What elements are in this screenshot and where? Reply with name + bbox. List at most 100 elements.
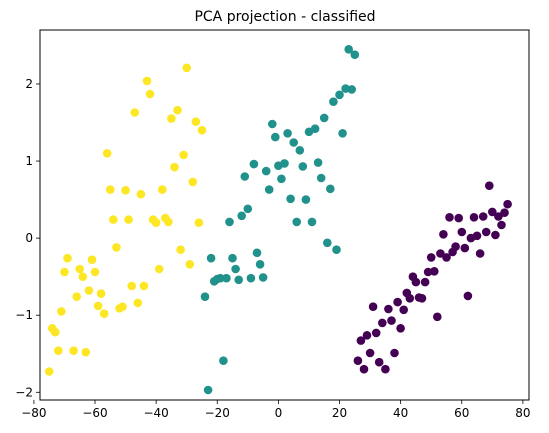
data-point	[332, 245, 341, 254]
data-point	[44, 367, 54, 376]
data-point	[109, 215, 118, 224]
y-tick-label: −2	[15, 385, 33, 399]
data-point	[359, 364, 369, 374]
data-point	[307, 217, 317, 227]
data-point	[154, 264, 164, 274]
data-point	[475, 249, 485, 258]
data-point	[381, 364, 390, 374]
data-point	[371, 328, 381, 338]
data-point	[182, 63, 191, 73]
data-point	[51, 327, 60, 337]
data-point	[185, 260, 195, 269]
data-point	[118, 302, 127, 312]
y-tick-label: −1	[15, 308, 33, 322]
data-point	[136, 189, 146, 199]
data-point	[206, 253, 216, 263]
data-point	[500, 208, 509, 217]
data-point	[81, 347, 91, 357]
data-point	[298, 162, 308, 171]
data-point	[423, 267, 433, 277]
data-point	[316, 173, 326, 183]
data-point	[151, 218, 161, 227]
data-point	[219, 356, 228, 366]
data-point	[200, 292, 210, 302]
data-point	[417, 294, 427, 303]
data-point	[234, 275, 243, 285]
data-point	[167, 114, 176, 123]
data-point	[283, 129, 292, 138]
data-point	[295, 146, 305, 155]
data-point	[350, 50, 360, 59]
data-point	[478, 212, 488, 221]
data-point	[353, 356, 363, 366]
data-point	[329, 97, 338, 106]
x-tick-label: 40	[393, 406, 408, 420]
data-point	[460, 243, 470, 253]
data-point	[365, 348, 375, 358]
data-point	[142, 76, 152, 86]
data-point	[344, 45, 354, 54]
x-tick-label: −20	[205, 406, 230, 420]
data-point	[411, 277, 421, 287]
data-point	[347, 85, 357, 94]
data-point	[231, 264, 240, 274]
data-point	[335, 90, 344, 100]
data-point	[451, 242, 460, 251]
data-point	[264, 185, 274, 194]
data-point	[390, 348, 399, 358]
data-point	[393, 297, 402, 307]
data-point	[387, 316, 396, 325]
data-point	[106, 185, 115, 194]
data-point	[457, 227, 467, 237]
data-point	[368, 302, 378, 312]
data-point	[237, 211, 246, 221]
data-point	[96, 289, 106, 298]
data-point	[197, 125, 207, 135]
data-point	[420, 277, 430, 287]
data-point	[362, 331, 372, 340]
plot-frame	[39, 29, 530, 401]
data-point	[63, 253, 72, 263]
data-point	[485, 181, 494, 190]
data-point	[225, 217, 234, 227]
data-point	[191, 117, 201, 126]
x-axis: −80 −60 −40 −20 0 20 40 60 80	[21, 400, 531, 420]
data-point	[488, 207, 497, 217]
data-point	[99, 309, 109, 319]
data-point	[271, 132, 280, 142]
data-point	[430, 267, 439, 276]
data-point	[469, 213, 479, 222]
data-point	[54, 346, 63, 356]
data-point	[243, 204, 253, 214]
data-point	[405, 294, 415, 303]
x-tick-label: −60	[82, 406, 107, 420]
data-point	[445, 213, 454, 222]
data-point	[258, 273, 268, 282]
data-point	[139, 281, 149, 291]
data-point	[491, 230, 500, 240]
data-point	[203, 385, 213, 395]
data-point	[292, 217, 302, 227]
x-tick-label: 60	[454, 406, 469, 420]
data-point	[426, 253, 436, 262]
data-point	[170, 162, 179, 172]
data-point	[102, 149, 112, 158]
x-tick-label: 0	[275, 406, 283, 420]
y-tick-label: 1	[25, 154, 33, 168]
data-point	[176, 245, 185, 254]
data-point	[121, 186, 130, 195]
data-point	[133, 298, 143, 308]
data-point	[188, 177, 198, 187]
data-point	[310, 124, 320, 133]
data-point	[261, 166, 271, 176]
data-point	[90, 267, 100, 277]
data-point	[240, 172, 250, 181]
data-point	[280, 159, 289, 168]
data-point	[356, 336, 366, 345]
data-point	[173, 105, 182, 115]
data-point	[313, 158, 323, 167]
data-point	[374, 357, 384, 367]
data-point	[433, 312, 442, 322]
data-point	[436, 249, 445, 258]
